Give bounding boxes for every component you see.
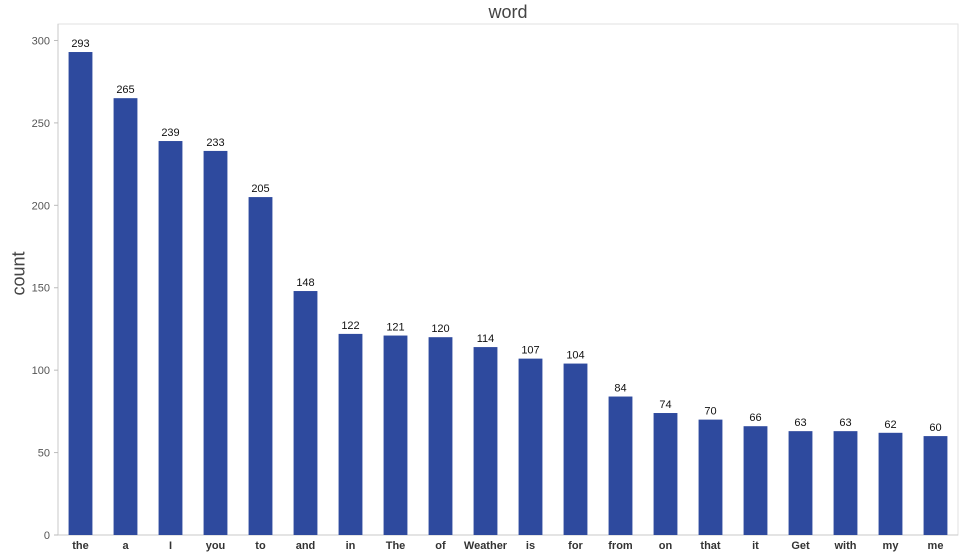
bar [428,337,453,535]
y-tick-label: 0 [44,530,50,542]
bar-value-label: 63 [794,417,806,429]
bar [203,150,228,535]
bar [158,141,183,536]
bar-value-label: 60 [929,422,941,434]
bar-value-label: 74 [659,399,671,411]
x-tick-label: that [700,540,721,552]
y-tick-label: 200 [32,200,50,212]
x-tick-label: for [568,540,583,552]
bar-value-label: 66 [749,412,761,424]
x-tick-label: me [928,540,944,552]
x-tick-label: from [608,540,633,552]
x-tick-label: a [122,540,129,552]
bar-value-label: 239 [161,127,179,139]
bar-value-label: 205 [251,183,269,195]
bar-value-label: 120 [431,323,449,335]
x-tick-label: of [435,540,446,552]
x-tick-label: I [169,540,172,552]
y-tick-label: 250 [32,118,50,130]
y-tick-label: 300 [32,35,50,47]
bar [653,413,678,535]
x-tick-label: my [883,540,900,552]
bar [338,333,363,535]
y-tick-label: 150 [32,283,50,295]
bar [248,197,273,536]
bar [293,291,318,535]
bar-value-label: 70 [704,406,716,418]
bar-value-label: 104 [566,350,584,362]
x-tick-label: with [834,540,857,552]
bar-value-label: 293 [71,38,89,50]
bar [833,431,858,535]
x-tick-label: is [526,540,535,552]
bar-value-label: 84 [614,383,626,395]
y-tick-label: 100 [32,365,50,377]
x-tick-label: The [386,540,406,552]
bar [743,426,768,535]
bar-value-label: 107 [521,345,539,357]
bar [878,432,903,535]
bar-value-label: 63 [839,417,851,429]
x-tick-label: on [659,540,673,552]
bar [608,396,633,535]
bar [923,436,948,535]
x-tick-label: in [346,540,356,552]
plot-frame [57,23,959,536]
chart-title: word [488,2,528,22]
bar [473,347,498,535]
bar-value-label: 121 [386,322,404,334]
bar [518,358,543,535]
x-tick-label: it [752,540,759,552]
bar [383,335,408,535]
x-tick-label: Get [791,540,810,552]
bar [113,98,138,535]
bar-value-label: 114 [477,333,495,345]
bar-value-label: 122 [341,320,359,332]
bar [68,52,93,535]
bar [698,419,723,535]
x-tick-label: Weather [464,540,508,552]
y-tick-label: 50 [38,448,50,460]
x-tick-label: you [206,540,226,552]
x-tick-label: and [296,540,316,552]
bar-value-label: 233 [206,137,224,149]
bar-value-label: 62 [884,419,896,431]
x-tick-label: the [72,540,89,552]
x-tick-label: to [255,540,266,552]
bar-value-label: 148 [296,277,314,289]
bar-value-label: 265 [116,84,134,96]
bar [788,431,813,535]
bar [563,363,588,535]
